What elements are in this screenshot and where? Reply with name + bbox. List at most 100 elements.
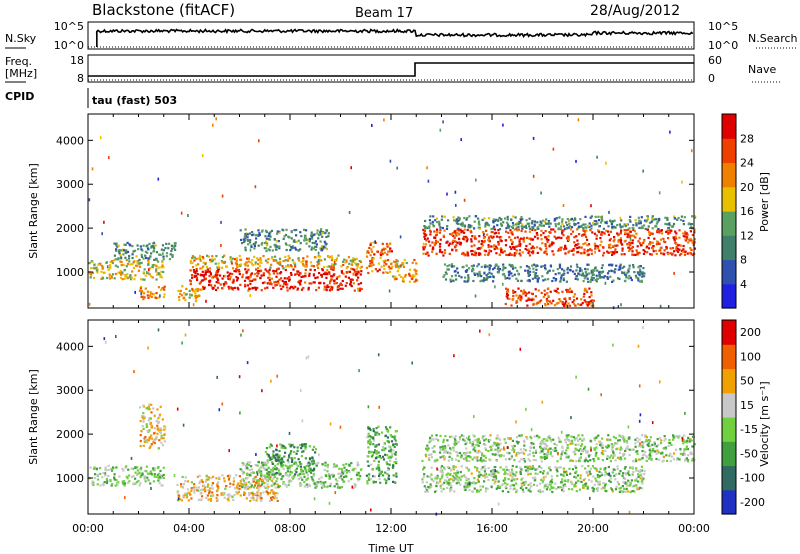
data-cell	[287, 461, 290, 464]
data-cell	[608, 438, 611, 441]
data-cell	[498, 449, 501, 452]
data-cell	[194, 295, 197, 298]
data-cell	[312, 475, 315, 478]
data-cell	[367, 251, 370, 254]
data-cell	[509, 245, 512, 248]
data-cell	[372, 437, 375, 440]
data-cell	[106, 265, 109, 269]
data-cell	[207, 483, 210, 486]
data-cell	[310, 231, 313, 234]
data-cell	[638, 251, 641, 254]
data-cell	[212, 123, 214, 127]
data-cell	[491, 444, 494, 447]
data-cell	[571, 459, 575, 463]
data-cell	[466, 451, 469, 454]
data-cell	[333, 259, 336, 262]
data-cell	[679, 452, 682, 455]
data-cell	[550, 243, 553, 247]
data-cell	[469, 224, 472, 227]
data-cell	[570, 232, 573, 236]
data-cell	[480, 246, 483, 249]
data-cell	[273, 476, 276, 479]
data-cell	[310, 264, 313, 267]
data-cell	[288, 236, 291, 239]
data-cell	[454, 232, 457, 235]
data-cell	[302, 286, 305, 290]
data-cell	[540, 234, 543, 237]
data-cell	[382, 259, 385, 263]
data-cell	[586, 273, 589, 276]
data-cell	[198, 258, 202, 261]
data-cell	[641, 271, 644, 274]
data-cell	[544, 442, 547, 445]
data-cell	[673, 239, 676, 242]
data-cell	[113, 254, 116, 257]
data-cell	[262, 272, 265, 275]
data-cell	[427, 457, 430, 460]
data-cell	[371, 258, 374, 261]
data-cell	[277, 459, 280, 462]
data-cell	[197, 263, 200, 266]
data-cell	[583, 231, 587, 234]
data-cell	[577, 118, 580, 122]
data-cell	[394, 457, 398, 461]
data-cell	[429, 453, 432, 456]
data-cell	[666, 223, 669, 226]
data-cell	[615, 473, 618, 476]
data-cell	[528, 291, 531, 294]
data-cell	[316, 232, 319, 235]
data-cell	[287, 254, 290, 258]
data-cell	[595, 244, 598, 247]
data-cell	[559, 456, 563, 459]
data-cell	[150, 443, 153, 446]
data-cell	[627, 437, 630, 440]
data-cell	[425, 252, 428, 255]
data-cell	[582, 243, 585, 246]
freq-trace	[88, 62, 694, 77]
data-cell	[142, 404, 145, 407]
data-cell	[595, 436, 598, 439]
data-cell	[635, 232, 638, 235]
data-cell	[525, 226, 528, 229]
data-cell	[601, 449, 604, 452]
data-cell	[631, 448, 634, 451]
data-cell	[162, 437, 165, 440]
data-cell	[286, 465, 289, 468]
data-cell	[106, 480, 109, 483]
data-cell	[277, 267, 280, 270]
data-cell	[457, 216, 460, 219]
data-cell	[474, 450, 477, 453]
data-cell	[542, 456, 545, 459]
data-cell	[502, 263, 505, 266]
data-cell	[202, 275, 206, 278]
data-cell	[374, 457, 378, 460]
data-cell	[618, 434, 621, 437]
data-cell	[146, 406, 149, 409]
data-cell	[465, 236, 468, 239]
data-cell	[108, 275, 111, 278]
data-cell	[638, 265, 641, 268]
data-cell	[516, 279, 520, 282]
data-cell	[622, 436, 625, 439]
data-cell	[136, 260, 139, 263]
data-cell	[477, 275, 480, 278]
data-cell	[536, 226, 539, 229]
data-cell	[565, 434, 568, 437]
data-cell	[429, 244, 432, 247]
data-cell	[278, 455, 281, 458]
data-cell	[509, 229, 512, 232]
data-cell	[591, 231, 594, 234]
data-cell	[586, 460, 590, 463]
data-cell	[268, 232, 271, 235]
data-cell	[526, 304, 529, 307]
data-cell	[101, 476, 104, 479]
data-cell	[128, 254, 131, 258]
data-cell	[636, 452, 639, 455]
data-cell	[473, 227, 476, 230]
data-cell	[436, 240, 439, 243]
data-cell	[490, 231, 493, 234]
data-cell	[674, 448, 678, 451]
data-cell	[266, 487, 269, 490]
data-cell	[387, 244, 390, 247]
data-cell	[547, 270, 550, 273]
